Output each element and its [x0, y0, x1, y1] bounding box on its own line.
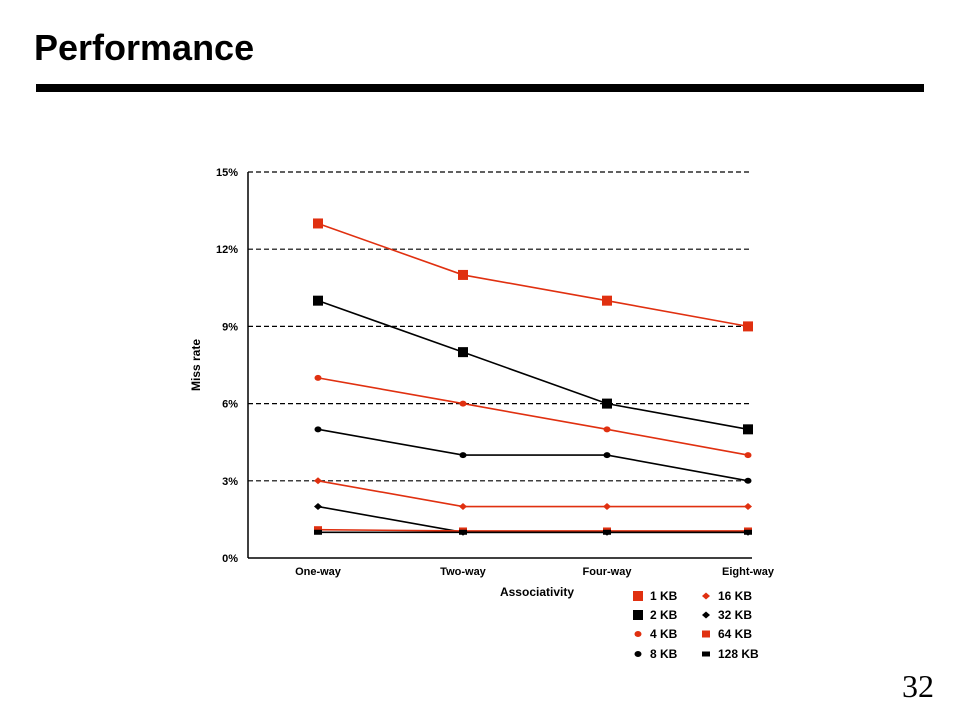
y-tick-label: 3% [222, 476, 238, 488]
axes: 0% 3% 6% 9% 12% 15% One-way Two-way Four-way Eigh… [216, 167, 775, 578]
y-tick-label: 9% [222, 321, 238, 333]
page-number: 32 [902, 668, 934, 704]
data-point [313, 218, 323, 229]
legend-item: 8 KB [634, 647, 678, 661]
legend-label: 2 KB [650, 608, 678, 622]
series-line [317, 222, 749, 328]
legend-marker [702, 651, 710, 657]
series-1kb [313, 218, 753, 332]
legend-marker [702, 630, 710, 638]
grid-lines [248, 171, 752, 482]
data-point [744, 452, 752, 459]
legend-item: 4 KB [634, 627, 678, 641]
title-rule [36, 84, 924, 92]
series-line [317, 299, 749, 431]
series-line [317, 428, 749, 482]
x-tick-label: One-way [295, 566, 342, 578]
x-tick-label: Two-way [440, 566, 487, 578]
data-point [744, 477, 752, 484]
data-point [744, 529, 752, 535]
data-point [459, 503, 467, 511]
x-axis-title: Associativity [500, 585, 574, 599]
series-lines [313, 218, 753, 536]
series-128kb [314, 529, 752, 535]
legend-label: 32 KB [718, 608, 752, 622]
series-2kb [313, 295, 753, 435]
series-4kb [314, 374, 752, 459]
legend-marker [634, 651, 642, 657]
y-tick-label: 15% [216, 167, 238, 179]
x-tick-label: Eight-way [722, 566, 775, 578]
data-point [603, 503, 611, 511]
y-axis-title: Miss rate [189, 339, 203, 391]
y-tick-label: 12% [216, 244, 238, 256]
legend-label: 1 KB [650, 589, 678, 603]
data-point [459, 400, 467, 407]
legend: 1 KB 2 KB 4 KB 8 KB 16 KB 32 KB 64 KB 128 KB [633, 589, 759, 661]
series-line [317, 377, 749, 456]
series-line [317, 528, 748, 532]
x-tick-label: Four-way [583, 566, 633, 578]
slide-title: Performance [34, 27, 255, 68]
legend-marker [702, 611, 710, 619]
series-64kb [314, 526, 752, 535]
data-point [602, 398, 612, 409]
data-point [314, 374, 322, 381]
data-point [314, 529, 322, 535]
legend-label: 4 KB [650, 627, 678, 641]
y-tick-label: 6% [222, 399, 238, 411]
data-point [314, 477, 322, 485]
data-point [314, 526, 322, 534]
data-point [603, 529, 611, 535]
data-point [459, 452, 467, 459]
legend-item: 2 KB [633, 608, 678, 622]
data-point [744, 503, 752, 511]
legend-item: 64 KB [702, 627, 752, 641]
data-point [314, 426, 322, 433]
data-point [314, 503, 322, 511]
y-tick-label: 0% [222, 553, 238, 565]
legend-marker [702, 592, 710, 600]
legend-label: 64 KB [718, 627, 752, 641]
data-point [603, 426, 611, 433]
data-point [459, 529, 467, 535]
legend-label: 16 KB [718, 589, 752, 603]
legend-marker [633, 591, 643, 601]
data-point [602, 295, 612, 306]
data-point [313, 295, 323, 306]
data-point [603, 452, 611, 459]
legend-marker [633, 610, 643, 620]
series-16kb [314, 477, 752, 511]
legend-label: 8 KB [650, 647, 678, 661]
series-line [317, 505, 748, 534]
series-line [317, 480, 748, 508]
data-point [743, 424, 753, 435]
legend-item: 1 KB [633, 589, 678, 603]
legend-item: 16 KB [702, 589, 752, 603]
legend-item: 32 KB [702, 608, 752, 622]
series-8kb [314, 426, 752, 484]
legend-item: 128 KB [702, 647, 759, 661]
data-point [743, 321, 753, 332]
legend-label: 128 KB [718, 647, 759, 661]
data-point [458, 269, 468, 280]
legend-marker [634, 631, 642, 637]
data-point [458, 347, 468, 358]
